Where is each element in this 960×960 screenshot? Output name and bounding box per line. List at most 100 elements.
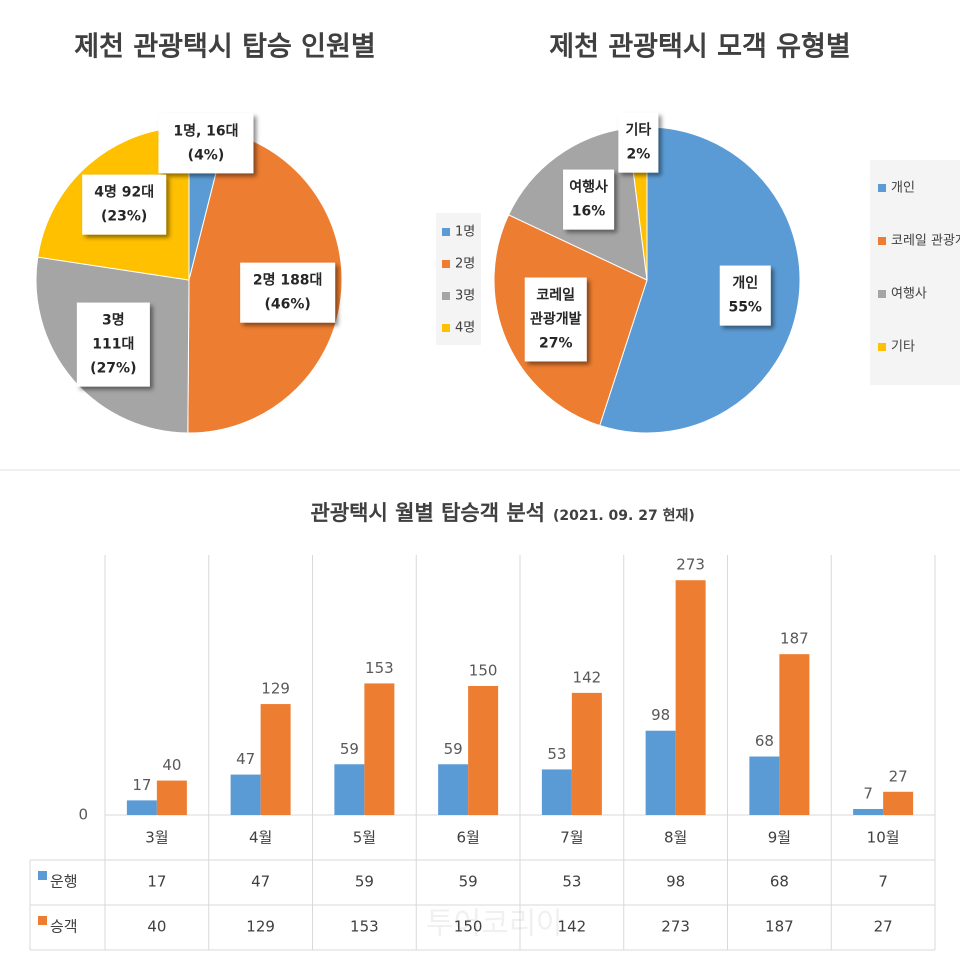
legend-key [878,184,886,192]
data-label: 관광개발 [530,310,582,327]
data-label: 59 [444,740,463,758]
table-cell: 150 [454,918,483,936]
data-label: 150 [469,662,498,680]
x-tick-label: 9월 [768,829,791,847]
chart-subtitle: (2021. 09. 27 현재) [553,508,695,524]
data-label: 27 [889,767,908,785]
bar [260,704,291,815]
data-label: (4%) [188,147,225,163]
data-label: 142 [573,668,602,686]
bar [541,769,572,815]
legend-label: 기타 [891,340,915,355]
data-label: 4명 92대 [94,184,154,201]
bar [364,683,395,815]
bar [571,692,602,815]
data-label: 여행사 [569,179,608,196]
legend-key [442,228,450,236]
data-label: (27%) [90,361,136,377]
table-cell: 40 [147,918,166,936]
label-box [240,262,336,323]
legend-label: 코레일 관광개발 [891,234,960,249]
data-label: 16% [572,204,606,220]
data-label: (23%) [101,209,147,225]
table-cell: 153 [350,918,379,936]
table-cell: 187 [765,918,794,936]
label-box [618,112,659,173]
bar [675,580,706,815]
watermark: 투어코리아 [426,907,564,942]
data-label: 개인 [732,275,758,292]
label-box [563,169,615,230]
bar [645,730,676,815]
table-cell: 68 [770,873,789,891]
table-cell: 59 [459,873,478,891]
legend-key [38,916,47,925]
data-label: 3명 [102,312,125,329]
bar [230,774,261,815]
legend-key [878,290,886,298]
data-label: 55% [728,300,762,316]
legend-key [442,292,450,300]
legend-key [38,871,47,880]
x-tick-label: 4월 [249,829,272,847]
data-label: 2% [626,147,650,163]
data-label: 111대 [92,337,134,353]
x-tick-label: 8월 [664,829,687,847]
chart-title: 제천 관광택시 탑승 인원별 [74,32,375,63]
table-cell: 17 [147,873,166,891]
label-box [719,265,771,326]
data-label: 129 [261,680,290,698]
bar [438,764,469,815]
legend-label: 2명 [455,257,475,272]
data-label: 187 [780,630,809,648]
pie-slice [599,126,801,434]
data-label: 59 [340,740,359,758]
x-tick-label: 6월 [456,829,479,847]
table-cell: 59 [355,873,374,891]
data-label: 코레일 [536,287,575,303]
chart-title: 제천 관광택시 모객 유형별 [549,32,850,63]
table-cell: 129 [246,918,275,936]
legend-box [870,160,960,385]
table-row-header: 승객 [50,918,78,936]
data-label: 68 [755,732,774,750]
data-label: 98 [651,706,670,724]
label-box [76,302,150,387]
y-tick-label: 0 [78,806,88,824]
legend-clip-edge [481,200,487,360]
bar [853,808,884,815]
table-cell: 273 [661,918,690,936]
table-cell: 47 [251,873,270,891]
data-label: 53 [547,745,566,763]
table-row-header: 운행 [50,873,78,891]
table-cell: 53 [562,873,581,891]
data-label: 7 [863,784,873,802]
data-label: 27% [539,335,573,351]
legend-key [442,260,450,268]
legend-key [878,343,886,351]
data-label: 47 [236,750,255,768]
bar [749,756,780,815]
legend-label: 3명 [455,289,475,304]
data-label: 273 [676,556,705,574]
table-cell: 142 [558,918,587,936]
bar [126,800,157,815]
chart-title: 관광택시 월별 탑승객 분석 [311,501,545,525]
legend-label: 4명 [455,321,475,336]
table-cell: 98 [666,873,685,891]
x-tick-label: 7월 [560,829,583,847]
label-box [158,113,254,174]
bar [883,791,914,815]
legend-key [442,324,450,332]
x-tick-label: 3월 [145,829,168,847]
data-label: 17 [132,776,151,794]
bar [334,764,365,815]
x-tick-label: 10월 [867,829,900,847]
legend-label: 1명 [455,225,475,240]
bar [468,686,499,815]
bar [779,654,810,815]
legend-key [878,237,886,245]
data-label: (46%) [264,297,310,313]
bar [156,780,187,815]
